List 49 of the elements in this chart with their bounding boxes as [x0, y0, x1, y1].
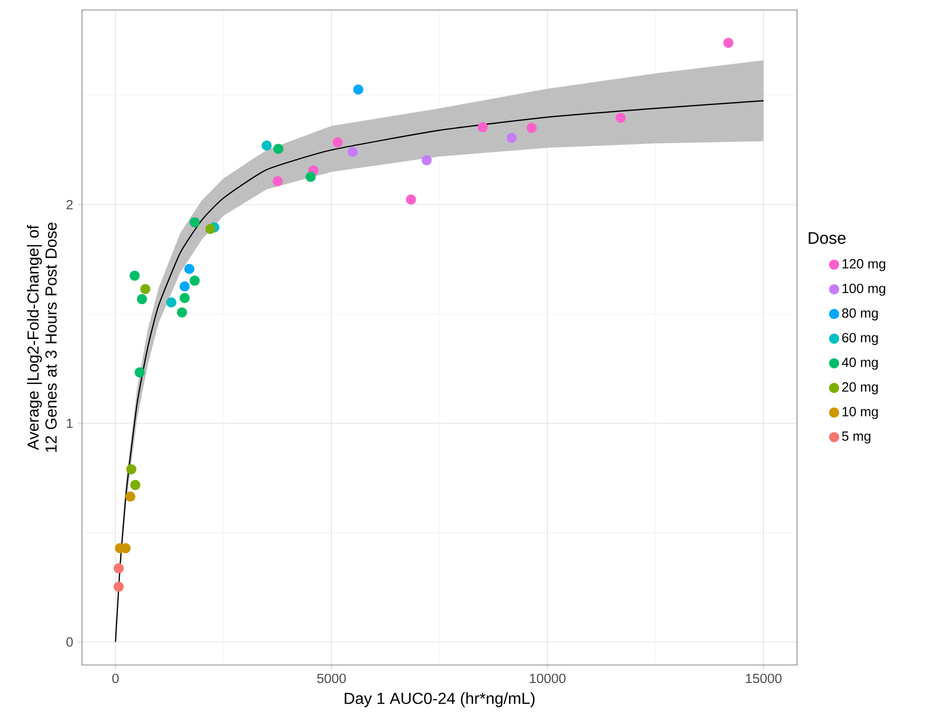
point [616, 112, 626, 123]
point [184, 264, 194, 274]
legend-label: 80 mg [842, 308, 878, 320]
point [136, 294, 148, 304]
point [205, 224, 216, 234]
y-axis-title: Average |Log2-Fold-Change| of 12 Genes at 3 Hours Post Dose [26, 222, 57, 452]
point [353, 84, 364, 95]
y-tick-label: 1 [66, 418, 73, 428]
legend-label: 10 mg [842, 406, 878, 419]
x-tick-label: 15000 [746, 674, 782, 684]
point [723, 38, 734, 48]
legend-title: Dose [808, 232, 846, 244]
point [306, 172, 316, 182]
point [478, 122, 488, 132]
point [190, 217, 200, 228]
x-tick-label: 0 [112, 674, 119, 684]
point [406, 194, 416, 205]
point [348, 146, 358, 157]
point [140, 284, 150, 294]
point [130, 480, 140, 490]
point [273, 144, 284, 154]
point [180, 281, 190, 292]
point [506, 132, 517, 143]
legend-label: 100 mg [842, 284, 886, 296]
legend-label: 120 mg [842, 259, 886, 272]
x-tick-label: 10000 [530, 674, 566, 684]
legend-label: 5 mg [842, 432, 870, 444]
point [332, 137, 343, 148]
point [125, 492, 136, 502]
point [422, 155, 432, 166]
legend-label: 40 mg [842, 358, 878, 370]
point [180, 292, 190, 304]
y-tick-label: 0 [66, 637, 73, 647]
point [126, 464, 136, 474]
point [130, 270, 140, 281]
point [262, 140, 272, 151]
point [166, 297, 176, 308]
point [272, 176, 283, 186]
point [176, 307, 188, 318]
legend-label: 20 mg [842, 382, 878, 394]
x-axis-title: Day 1 AUC0-24 (hr*ng/mL) [344, 692, 534, 708]
x-tick-label: 5000 [317, 674, 346, 684]
legend-label: 60 mg [842, 332, 878, 346]
point [114, 563, 124, 574]
point [526, 122, 537, 133]
point [114, 582, 124, 592]
y-tick-label: 2 [66, 200, 73, 210]
point [134, 367, 145, 378]
point [190, 276, 200, 286]
